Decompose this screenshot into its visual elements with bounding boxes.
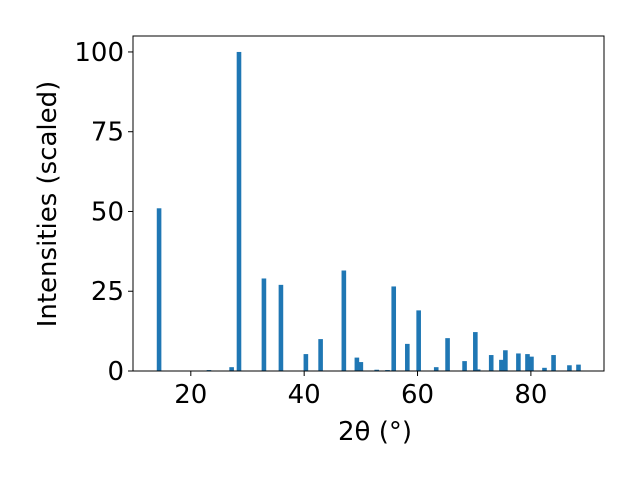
x-tick-label: 40 xyxy=(288,380,321,410)
y-tick-label: 25 xyxy=(91,277,124,307)
y-tick-label: 100 xyxy=(74,38,124,68)
bar xyxy=(229,367,234,371)
bar xyxy=(354,357,360,371)
bar xyxy=(236,51,242,371)
bar xyxy=(391,286,397,371)
bar xyxy=(473,332,478,371)
bar xyxy=(576,364,581,371)
bar xyxy=(358,362,364,371)
bar xyxy=(433,367,439,371)
bar xyxy=(303,354,309,371)
bar xyxy=(542,367,547,371)
bar xyxy=(499,359,504,371)
bar xyxy=(488,355,494,371)
bar xyxy=(405,343,410,371)
bar xyxy=(416,310,421,371)
bar xyxy=(278,284,284,371)
bar xyxy=(516,353,521,371)
x-tick-label: 60 xyxy=(401,380,434,410)
y-axis-label: Intensities (scaled) xyxy=(33,81,63,328)
x-axis-label: 2θ (°) xyxy=(338,417,412,447)
bar xyxy=(529,356,534,371)
x-tick-label: 80 xyxy=(514,380,547,410)
y-tick-label: 75 xyxy=(91,118,124,148)
bar xyxy=(445,338,450,371)
bar xyxy=(261,278,267,371)
bar xyxy=(551,355,556,371)
bar xyxy=(475,369,481,371)
bar xyxy=(318,339,323,371)
y-tick-label: 0 xyxy=(107,357,124,387)
bar xyxy=(156,208,162,371)
bar xyxy=(525,354,530,371)
bar xyxy=(462,361,467,371)
bar xyxy=(374,369,380,371)
bar xyxy=(503,350,508,371)
x-tick-label: 20 xyxy=(174,380,207,410)
y-tick-label: 50 xyxy=(91,197,124,227)
plot-frame xyxy=(132,35,605,372)
bar xyxy=(567,365,572,371)
bar xyxy=(341,270,347,371)
